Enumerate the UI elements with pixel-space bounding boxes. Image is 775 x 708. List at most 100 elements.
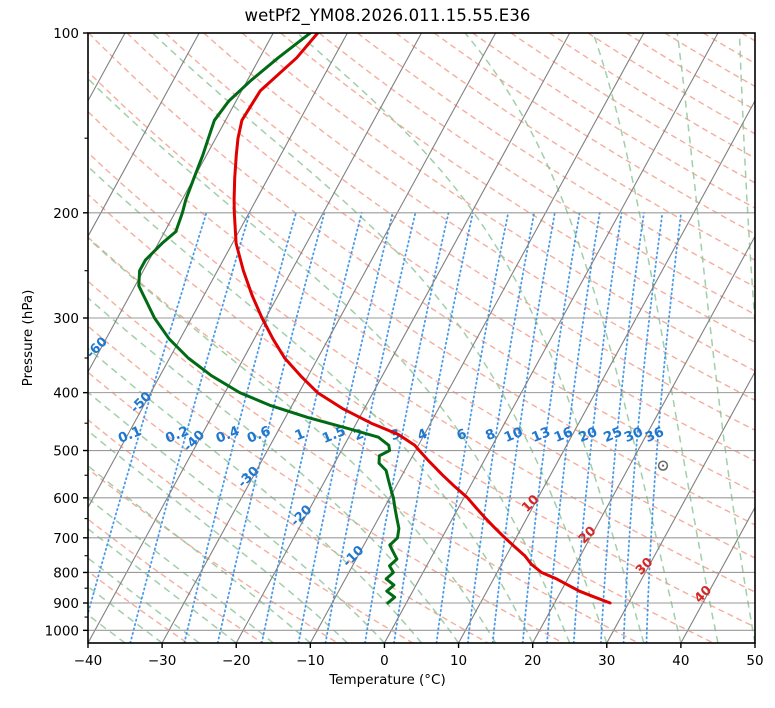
- dry-adiabat-line: [88, 518, 263, 643]
- mixing-ratio-line: [324, 211, 417, 643]
- mixing-ratio-line: [435, 211, 510, 643]
- y-tick-label: 700: [53, 531, 79, 547]
- mixing-ratio-line: [88, 211, 208, 617]
- isotherm-label: -70: [43, 273, 70, 300]
- y-tick-label: 900: [53, 596, 79, 612]
- dry-adiabat-line: [472, 33, 755, 209]
- x-tick-label: 50: [746, 653, 763, 669]
- x-tick-label: 40: [672, 653, 689, 669]
- plot-frame: [87, 32, 756, 644]
- y-tick-label: 500: [53, 444, 79, 460]
- dry-adiabat-line: [88, 33, 755, 494]
- isotherm-line: [88, 33, 200, 238]
- dry-adiabat-line: [164, 33, 755, 432]
- moist-adiabat-line: [88, 429, 348, 643]
- dry-adiabat-line: [88, 70, 755, 526]
- mixing-ratio-line: [645, 211, 682, 643]
- isotherm-line: [383, 33, 719, 643]
- dewpoint-curve: [137, 33, 401, 605]
- moist-adiabat-line: [592, 33, 719, 643]
- moist-adiabat-line: [464, 33, 682, 643]
- isotherm-line: [88, 33, 274, 374]
- isotherm-line: [88, 33, 422, 643]
- dry-adiabat-line: [88, 418, 414, 643]
- mixing-ratio-line: [491, 211, 556, 643]
- mixing-ratio-line: [260, 211, 363, 643]
- lcl-marker-icon: [657, 460, 669, 471]
- lcl-marker-dot-icon: [661, 464, 665, 467]
- mixing-ratio-line: [466, 211, 536, 643]
- mixing-ratio-line: [297, 211, 394, 643]
- isotherm-line: [235, 33, 571, 643]
- moist-adiabat-line: [88, 296, 460, 643]
- y-tick-label: 400: [53, 386, 79, 402]
- mixing-ratio-line: [216, 211, 326, 643]
- dry-adiabat-line: [88, 110, 755, 559]
- mixing-ratio-label: 16: [552, 424, 575, 446]
- y-tick-label: 600: [53, 491, 79, 507]
- background-lines-group: [88, 33, 755, 643]
- x-tick-label: −30: [148, 653, 177, 669]
- axis-group: −40 −30 −20 −10 0 10 20 30 40 50 1000 900 800 700 600 5…: [45, 26, 764, 669]
- dry-adiabat-line: [357, 33, 755, 288]
- x-tick-label: 0: [380, 653, 389, 669]
- y-tick-label: 1000: [45, 623, 79, 639]
- mixing-ratio-line: [393, 211, 474, 643]
- mixing-ratio-label: 36: [643, 424, 666, 446]
- mixing-ratio-line: [129, 211, 251, 643]
- x-tick-label: 30: [598, 653, 615, 669]
- isotherm-line: [754, 641, 755, 643]
- moist-adiabat-line: [88, 237, 497, 643]
- moist-adiabat-line: [88, 77, 571, 643]
- chart-title: wetPf2_YM08.2026.011.15.55.E36: [244, 6, 531, 25]
- dry-adiabat-line: [318, 33, 755, 316]
- dry-adiabat-line: [203, 33, 755, 402]
- isotherm-line: [680, 506, 755, 643]
- moist-adiabat-line: [88, 464, 311, 643]
- moist-adiabat-line: [88, 642, 89, 643]
- y-tick-label: 200: [53, 206, 79, 222]
- mixing-ratio-line: [572, 211, 623, 643]
- temperature-curve: [232, 33, 612, 605]
- dry-adiabat-line: [88, 371, 489, 643]
- isotherm-line: [88, 33, 348, 509]
- moist-adiabat-line: [88, 391, 385, 643]
- x-tick-label: −10: [296, 653, 325, 669]
- dry-adiabat-line: [549, 33, 755, 159]
- dry-adiabat-line: [88, 193, 755, 628]
- y-tick-label: 300: [53, 311, 79, 327]
- x-tick-label: −40: [74, 653, 103, 669]
- isotherm-line: [532, 235, 755, 643]
- mixing-ratio-line: [546, 211, 601, 643]
- y-axis-title: Pressure (hPa): [20, 289, 36, 387]
- y-tick-label: 800: [53, 565, 79, 581]
- isotherm-line: [458, 99, 755, 643]
- dry-adiabat-line: [88, 151, 755, 593]
- mixing-ratio-label: 13: [529, 424, 552, 446]
- mixing-ratio-line: [521, 211, 581, 643]
- isotherm-line: [309, 33, 645, 643]
- mixing-ratio-label: 10: [502, 424, 525, 446]
- dry-adiabat-line: [126, 33, 755, 462]
- mixing-ratio-label: 20: [576, 424, 599, 446]
- mixing-ratio-label: 30: [622, 424, 645, 446]
- x-tick-label: 20: [524, 653, 541, 669]
- x-tick-label: 10: [450, 653, 467, 669]
- dry-adiabat-line: [241, 33, 755, 372]
- y-tick-label: 100: [53, 26, 79, 42]
- moist-adiabat-line: [738, 33, 755, 333]
- sounding-curves-group: [137, 33, 669, 605]
- dry-adiabat-line: [433, 33, 755, 235]
- moist-adiabat-line: [151, 33, 608, 643]
- isotherm-line: [606, 370, 755, 643]
- mixing-ratio-line: [600, 211, 645, 643]
- x-axis-title: Temperature (°C): [329, 672, 446, 688]
- x-tick-label: −20: [222, 653, 251, 669]
- isotherm-label: -80: [0, 216, 27, 243]
- mixing-ratio-label: 25: [601, 424, 624, 446]
- isotherm-line: [161, 33, 497, 643]
- moist-adiabat-line: [296, 33, 645, 643]
- mixing-ratio-line: [622, 211, 664, 643]
